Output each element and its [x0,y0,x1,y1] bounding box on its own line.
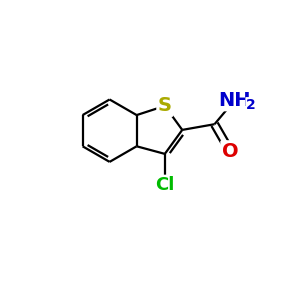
Text: NH: NH [218,91,251,110]
Text: 2: 2 [246,98,256,112]
Text: S: S [158,96,172,116]
Text: O: O [222,142,238,161]
Text: Cl: Cl [155,176,175,194]
